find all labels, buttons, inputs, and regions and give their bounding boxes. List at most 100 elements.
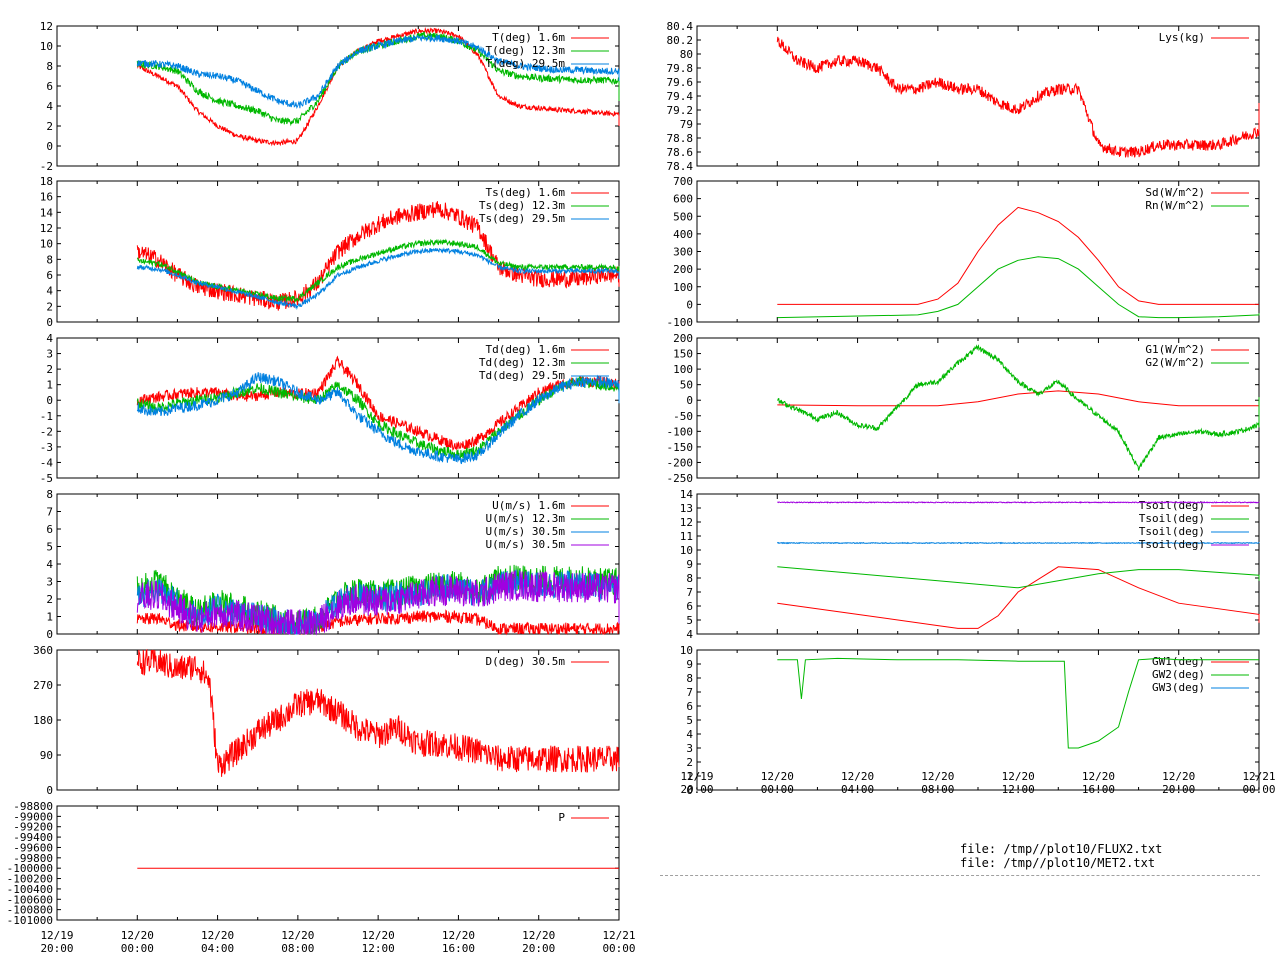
series-line-td-2: [136, 372, 620, 465]
y-tick-label: -1: [40, 410, 53, 423]
y-tick-label: 0: [46, 316, 53, 329]
x-tick-label-date-left: 12/20: [201, 929, 234, 942]
y-tick-label: 2: [46, 593, 53, 606]
legend-label: Ts(deg) 12.3m: [479, 199, 565, 212]
y-tick-label: 4: [46, 100, 53, 113]
series-line-rad-1: [777, 256, 1260, 319]
x-tick-label-time-right: 00:00: [1242, 783, 1275, 796]
y-tick-label: 1: [46, 611, 53, 624]
y-tick-label: 7: [46, 506, 53, 519]
series-line-temp-2: [136, 34, 620, 110]
x-tick-label-time-left: 12:00: [362, 942, 395, 955]
y-tick-label: 5: [686, 614, 693, 627]
legend-label: T(deg) 29.5m: [486, 57, 566, 70]
y-tick-label: 78.6: [667, 146, 694, 159]
y-tick-label: 12: [40, 20, 53, 33]
y-tick-label: 5: [686, 714, 693, 727]
y-tick-label: 8: [686, 572, 693, 585]
chart-p: -101000-100800-100600-100400-100200-1000…: [7, 800, 620, 927]
y-tick-label: 14: [680, 488, 694, 501]
y-tick-label: 6: [686, 700, 693, 713]
x-tick-label-time-right: 16:00: [1082, 783, 1115, 796]
y-tick-label: 6: [686, 600, 693, 613]
y-tick-label: 100: [673, 281, 693, 294]
y-tick-label: 4: [686, 728, 693, 741]
y-tick-label: 100: [673, 363, 693, 376]
x-tick-label-date-right: 12/20: [921, 770, 954, 783]
y-tick-label: 18: [40, 175, 53, 188]
legend-label: GW3(deg): [1152, 681, 1205, 694]
y-tick-label: -5: [40, 472, 53, 485]
series-line-d-0: [136, 648, 620, 777]
y-tick-label: 6: [46, 80, 53, 93]
y-tick-label: -2: [40, 425, 53, 438]
x-tick-label-time-left: 20:00: [40, 942, 73, 955]
y-tick-label: 79.2: [667, 104, 694, 117]
y-tick-label: 4: [686, 628, 693, 641]
file-label-flux: file: /tmp//plot10/FLUX2.txt: [960, 842, 1163, 856]
x-tick-label-date-left: 12/20: [442, 929, 475, 942]
x-tick-label-time-left: 00:00: [602, 942, 635, 955]
y-tick-label: 1: [686, 770, 693, 783]
series-line-tsoil-3: [777, 501, 1260, 504]
y-tick-label: 9: [686, 558, 693, 571]
y-tick-label: 78.8: [667, 132, 694, 145]
x-tick-label-time-right: 04:00: [841, 783, 874, 796]
y-tick-label: 6: [46, 269, 53, 282]
series-line-ts-0: [136, 201, 620, 311]
series-line-rad-0: [777, 206, 1259, 305]
y-tick-label: 9: [686, 658, 693, 671]
y-tick-label: -100600: [7, 893, 53, 906]
y-tick-label: 10: [40, 40, 53, 53]
y-tick-label: 79: [680, 118, 693, 131]
series-line-tsoil-2: [776, 541, 1260, 545]
x-tick-label-date-right: 12/19: [680, 770, 713, 783]
y-tick-label: 270: [33, 679, 53, 692]
y-tick-label: 4: [46, 558, 53, 571]
legend-label: Lys(kg): [1159, 31, 1205, 44]
dashed-separator: [660, 875, 1260, 876]
series-line-u-0: [136, 609, 620, 636]
y-tick-label: 0: [46, 140, 53, 153]
y-tick-label: -100: [667, 316, 694, 329]
y-tick-label: 0: [686, 298, 693, 311]
y-tick-label: 10: [680, 644, 693, 657]
y-tick-label: 79.4: [667, 90, 694, 103]
series-line-td-0: [136, 355, 620, 452]
y-tick-label: 2: [46, 300, 53, 313]
series-line-td-1: [136, 375, 620, 460]
y-tick-label: -3: [40, 441, 53, 454]
x-tick-label-date-left: 12/20: [281, 929, 314, 942]
legend-label: Tsoil(deg): [1139, 499, 1205, 512]
y-tick-label: -50: [673, 410, 693, 423]
y-tick-label: 300: [673, 246, 693, 259]
y-tick-label: 700: [673, 175, 693, 188]
y-tick-label: 4: [46, 332, 53, 345]
y-tick-label: -100400: [7, 883, 53, 896]
y-tick-label: 10: [680, 544, 693, 557]
y-tick-label: 0: [686, 394, 693, 407]
x-tick-label-time-left: 08:00: [281, 942, 314, 955]
y-tick-label: 0: [46, 394, 53, 407]
chart-lys: 78.478.678.87979.279.479.679.88080.280.4…: [667, 20, 1260, 173]
legend-label: Rn(W/m^2): [1145, 199, 1205, 212]
legend-label: Ts(deg) 29.5m: [479, 212, 565, 225]
y-tick-label: 0: [46, 628, 53, 641]
y-tick-label: -99400: [13, 831, 53, 844]
y-tick-label: 7: [686, 586, 693, 599]
x-tick-label-time-right: 12:00: [1002, 783, 1035, 796]
y-tick-label: 2: [46, 120, 53, 133]
x-tick-label-date-right: 12/20: [1002, 770, 1035, 783]
x-tick-label-date-left: 12/19: [40, 929, 73, 942]
y-tick-label: 500: [673, 210, 693, 223]
y-tick-label: -200: [667, 456, 694, 469]
x-tick-label-date-left: 12/20: [522, 929, 555, 942]
y-tick-label: 10: [40, 238, 53, 251]
chart-rad: -100 0 100 200 300 400 500 600 700 Sd(W/m^2)Rn(W/…: [667, 175, 1260, 329]
legend-label: U(m/s) 30.5m: [486, 538, 566, 551]
x-tick-label-date-left: 12/20: [362, 929, 395, 942]
y-tick-label: 8: [46, 488, 53, 501]
y-tick-label: 11: [680, 530, 693, 543]
